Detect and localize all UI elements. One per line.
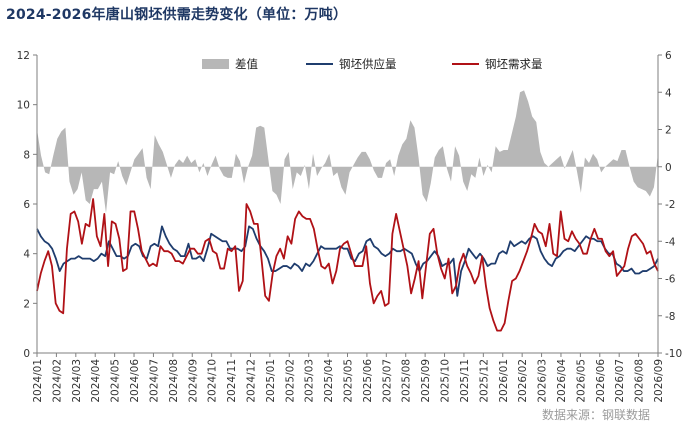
x-tick-label: 2025/10 xyxy=(440,359,452,403)
x-tick-label: 2025/01 xyxy=(265,359,277,403)
x-tick-label: 2024/08 xyxy=(168,359,180,403)
x-tick-label: 2026/03 xyxy=(537,359,549,403)
right-tick-label: -8 xyxy=(665,311,675,323)
legend-swatch-diff xyxy=(202,59,229,69)
left-tick-label: 0 xyxy=(23,348,30,360)
x-tick-label: 2026/09 xyxy=(653,359,665,403)
x-tick-label: 2025/06 xyxy=(362,359,374,403)
x-tick-label: 2024/03 xyxy=(71,359,83,403)
x-tick-label: 2024/04 xyxy=(90,359,102,403)
left-tick-label: 6 xyxy=(23,199,30,211)
legend: 差值 钢坯供应量 钢坯需求量 xyxy=(202,57,543,71)
x-tick-label: 2025/12 xyxy=(478,359,490,403)
demand-line xyxy=(36,198,659,332)
supply-line xyxy=(36,225,659,297)
x-tick-label: 2026/02 xyxy=(517,359,529,403)
chart-title: 2024-2026年唐山钢坯供需走势变化（单位：万吨） xyxy=(6,7,348,23)
x-tick-label: 2024/06 xyxy=(129,359,141,403)
x-tick-label: 2026/06 xyxy=(595,359,607,403)
legend-label: 差值 xyxy=(235,57,258,71)
x-tick-label: 2025/11 xyxy=(459,359,471,403)
right-tick-label: -2 xyxy=(665,199,675,211)
left-tick-label: 2 xyxy=(23,298,30,310)
x-tick-label: 2024/07 xyxy=(148,359,160,403)
right-tick-label: 0 xyxy=(665,162,672,174)
x-tick-label: 2024/12 xyxy=(245,359,257,403)
x-tick-label: 2025/04 xyxy=(323,359,335,403)
x-tick-label: 2025/08 xyxy=(401,359,413,403)
right-tick-label: -4 xyxy=(665,236,676,248)
right-tick-label: 2 xyxy=(665,125,672,137)
diff-area-layer xyxy=(37,90,658,214)
legend-label: 钢坯需求量 xyxy=(485,57,543,71)
x-tick-label: 2026/01 xyxy=(498,359,510,403)
legend-label: 钢坯供应量 xyxy=(339,57,397,71)
right-tick-label: -6 xyxy=(665,274,676,286)
x-tick-label: 2026/08 xyxy=(634,359,646,403)
x-tick-label: 2025/05 xyxy=(343,359,355,403)
diff-area xyxy=(37,90,658,214)
left-tick-label: 10 xyxy=(17,100,30,112)
demand-line-layer xyxy=(36,198,659,332)
x-tick-label: 2025/02 xyxy=(284,359,296,403)
x-tick-label: 2025/09 xyxy=(420,359,432,403)
x-tick-label: 2026/07 xyxy=(614,359,626,403)
data-source-note: 数据来源：钢联数据 xyxy=(541,408,650,422)
right-tick-label: 4 xyxy=(665,87,672,99)
x-tick-label: 2024/01 xyxy=(32,359,44,403)
x-tick-label: 2025/07 xyxy=(381,359,393,403)
left-tick-label: 12 xyxy=(17,50,30,62)
x-tick-label: 2024/02 xyxy=(51,359,63,403)
right-tick-label: 6 xyxy=(665,50,672,62)
x-tick-label: 2025/03 xyxy=(304,359,316,403)
x-tick-label: 2024/10 xyxy=(207,359,219,403)
x-tick-label: 2024/11 xyxy=(226,359,238,403)
supply-line-layer xyxy=(36,225,659,297)
x-tick-label: 2024/05 xyxy=(110,359,122,403)
right-tick-label: -10 xyxy=(665,348,682,360)
x-tick-label: 2026/04 xyxy=(556,359,568,403)
x-tick-label: 2026/05 xyxy=(575,359,587,403)
left-tick-label: 4 xyxy=(23,249,30,261)
axes-layer: 0 2 4 6 8 10 12 -10 -8 -6 -4 -2 0 2 4 6 2024/01 2024/02 20… xyxy=(17,50,683,403)
left-tick-label: 8 xyxy=(23,149,30,161)
x-tick-label: 2024/09 xyxy=(187,359,199,403)
